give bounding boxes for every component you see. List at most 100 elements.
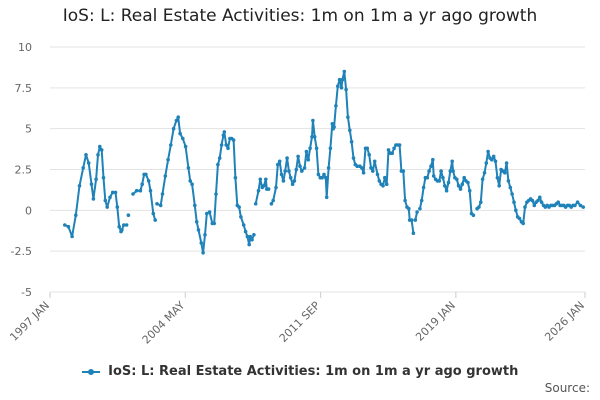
data-point[interactable] — [219, 143, 224, 147]
data-point[interactable] — [247, 242, 251, 247]
data-point[interactable] — [302, 166, 307, 170]
data-point[interactable] — [407, 206, 411, 211]
data-point[interactable] — [81, 166, 85, 170]
data-point[interactable] — [413, 218, 418, 222]
data-point[interactable] — [221, 133, 226, 137]
data-point[interactable] — [530, 198, 535, 203]
data-point[interactable] — [63, 223, 67, 227]
data-point[interactable] — [292, 179, 297, 183]
data-point[interactable] — [431, 157, 435, 162]
data-point[interactable] — [258, 177, 263, 182]
data-point[interactable] — [308, 146, 312, 151]
data-point[interactable] — [169, 143, 173, 147]
data-point[interactable] — [241, 223, 246, 227]
data-point[interactable] — [480, 177, 485, 182]
data-point[interactable] — [281, 179, 286, 183]
data-point[interactable] — [74, 213, 78, 217]
data-point[interactable] — [279, 172, 284, 177]
data-point[interactable] — [203, 233, 207, 237]
data-point[interactable] — [94, 177, 98, 182]
data-point[interactable] — [181, 136, 185, 141]
data-point[interactable] — [532, 203, 537, 208]
data-point[interactable] — [330, 122, 335, 126]
data-point[interactable] — [311, 118, 315, 123]
data-point[interactable] — [248, 234, 252, 239]
data-point[interactable] — [326, 166, 331, 170]
data-point[interactable] — [581, 205, 585, 209]
data-point[interactable] — [86, 161, 91, 165]
data-point[interactable] — [287, 169, 291, 173]
data-point[interactable] — [310, 135, 314, 139]
data-point[interactable] — [539, 200, 544, 204]
data-point[interactable] — [233, 175, 238, 180]
data-point[interactable] — [186, 166, 191, 170]
data-point[interactable] — [245, 234, 250, 239]
data-point[interactable] — [274, 185, 278, 190]
data-point[interactable] — [115, 205, 120, 209]
data-point[interactable] — [231, 138, 236, 142]
data-point[interactable] — [201, 251, 205, 255]
data-point[interactable] — [409, 218, 414, 222]
data-point[interactable] — [523, 205, 527, 209]
data-point[interactable] — [122, 223, 126, 227]
data-point[interactable] — [217, 156, 222, 160]
data-point[interactable] — [372, 159, 377, 164]
data-point[interactable] — [334, 104, 338, 108]
data-point[interactable] — [512, 200, 516, 204]
data-point[interactable] — [155, 202, 159, 206]
data-point[interactable] — [101, 175, 106, 180]
data-point[interactable] — [455, 177, 459, 182]
data-point[interactable] — [304, 149, 309, 154]
data-point[interactable] — [151, 211, 156, 216]
data-point[interactable] — [174, 118, 179, 123]
data-point[interactable] — [444, 188, 449, 193]
data-point[interactable] — [322, 172, 326, 177]
data-point[interactable] — [148, 188, 153, 193]
data-point[interactable] — [456, 184, 461, 188]
data-point[interactable] — [471, 213, 476, 217]
data-point[interactable] — [253, 202, 258, 206]
data-point[interactable] — [514, 208, 518, 213]
data-point[interactable] — [427, 169, 431, 173]
data-point[interactable] — [460, 182, 465, 186]
data-point[interactable] — [144, 172, 148, 177]
data-point[interactable] — [283, 169, 288, 173]
data-point[interactable] — [262, 184, 266, 188]
data-point[interactable] — [365, 146, 370, 151]
data-point[interactable] — [271, 198, 276, 203]
data-point[interactable] — [361, 171, 366, 175]
data-point[interactable] — [397, 143, 402, 147]
data-point[interactable] — [450, 159, 455, 164]
data-point[interactable] — [521, 221, 525, 226]
data-point[interactable] — [84, 153, 88, 157]
data-point[interactable] — [451, 169, 455, 173]
data-point[interactable] — [178, 131, 182, 136]
data-point[interactable] — [70, 234, 74, 239]
data-point[interactable] — [252, 233, 256, 237]
data-point[interactable] — [401, 169, 406, 173]
data-point[interactable] — [126, 213, 131, 217]
data-point[interactable] — [497, 184, 502, 188]
data-point[interactable] — [383, 175, 387, 180]
legend[interactable]: IoS: L: Real Estate Activities: 1m on 1m… — [0, 364, 600, 379]
data-point[interactable] — [153, 218, 157, 222]
data-point[interactable] — [517, 216, 522, 221]
data-point[interactable] — [166, 157, 170, 162]
data-point[interactable] — [324, 195, 329, 200]
data-point[interactable] — [503, 171, 507, 175]
data-point[interactable] — [190, 182, 194, 186]
data-point[interactable] — [176, 115, 180, 119]
data-point[interactable] — [276, 162, 280, 167]
data-point[interactable] — [290, 182, 295, 186]
data-point[interactable] — [103, 198, 108, 203]
data-point[interactable] — [411, 231, 416, 235]
data-point[interactable] — [188, 179, 192, 183]
data-point[interactable] — [342, 69, 347, 74]
data-point[interactable] — [98, 144, 102, 149]
data-point[interactable] — [443, 184, 447, 188]
data-point[interactable] — [504, 161, 509, 165]
data-point[interactable] — [77, 184, 82, 188]
data-point[interactable] — [371, 169, 375, 173]
data-point[interactable] — [140, 182, 144, 186]
data-point[interactable] — [312, 135, 317, 139]
